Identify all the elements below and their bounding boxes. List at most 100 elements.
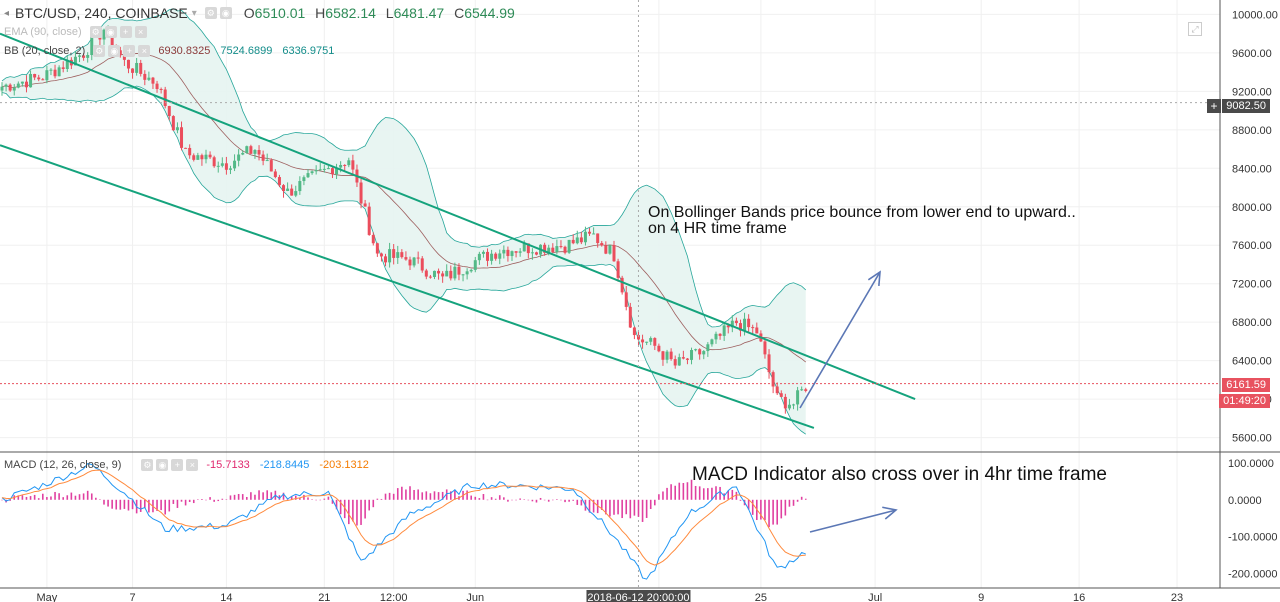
macd-hist-bar (588, 499, 591, 513)
candle-body (204, 154, 208, 160)
macd-hist-bar (188, 499, 191, 502)
macd-hist-bar (327, 496, 330, 500)
candle-body (722, 325, 726, 336)
candle-body (375, 243, 379, 254)
close-icon[interactable]: × (134, 26, 147, 38)
candle-body (265, 160, 269, 162)
candle-body (135, 62, 139, 73)
macd-hist-bar (335, 499, 338, 510)
symbol-legend: ◂ BTC/USD, 240, COINBASE ▾ ⚙ ◉ O6510.01 … (4, 5, 521, 21)
settings-icon[interactable]: ⚙ (141, 459, 154, 471)
candle-body (192, 155, 196, 160)
settings-icon[interactable]: ⚙ (93, 45, 106, 57)
time-tick-label: May (36, 592, 57, 602)
macd-hist-bar (592, 499, 595, 513)
candle-body (767, 354, 771, 373)
candle-body (551, 247, 555, 252)
candle-body (612, 245, 616, 262)
macd-hist-bar (209, 497, 211, 500)
add-icon[interactable]: + (119, 26, 132, 38)
candle-body (526, 243, 530, 254)
add-icon[interactable]: + (171, 459, 184, 471)
crosshair-plus-icon[interactable]: + (1207, 99, 1221, 113)
candle-body (792, 404, 796, 406)
candle-body (388, 249, 392, 263)
macd-hist-bar (515, 499, 517, 501)
candle-body (57, 67, 61, 77)
macd-line-value: -218.8445 (259, 459, 310, 471)
candle-body (751, 327, 755, 329)
macd-hist-bar (29, 496, 32, 500)
macd-tick-label: 0.0000 (1228, 495, 1262, 507)
dropdown-chevron-icon[interactable]: ▾ (191, 7, 197, 19)
bb-label[interactable]: BB (20, close, 2) (4, 45, 86, 57)
macd-hist-bar (364, 499, 366, 519)
macd-hist-bar (494, 498, 497, 500)
candle-body (224, 163, 228, 170)
macd-hist-bar (62, 497, 64, 500)
candle-body (677, 357, 681, 366)
candle-body (800, 389, 804, 391)
macd-hist-bar (576, 499, 579, 505)
macd-hist-bar (99, 499, 101, 500)
eye-icon[interactable]: ◉ (156, 459, 169, 471)
eye-icon[interactable]: ◉ (104, 26, 117, 38)
candle-body (432, 270, 436, 277)
eye-icon[interactable]: ◉ (108, 45, 121, 57)
eye-icon[interactable]: ◉ (219, 7, 232, 19)
close-icon[interactable]: × (138, 45, 151, 57)
candle-body (330, 168, 334, 175)
macd-hist-bar (119, 499, 122, 510)
candle-body (347, 160, 351, 166)
macd-hist-bar (217, 499, 220, 502)
macd-annotation[interactable]: MACD Indicator also cross over in 4hr ti… (692, 464, 1107, 485)
candle-body (620, 277, 624, 293)
macd-hist-bar (552, 499, 554, 501)
candle-body (65, 59, 69, 69)
bb-annotation-line2[interactable]: on 4 HR time frame (648, 220, 787, 237)
macd-hist-bar (560, 499, 562, 501)
symbol-title[interactable]: BTC/USD, 240, COINBASE (15, 5, 188, 21)
candle-body (245, 146, 249, 153)
close-icon[interactable]: × (186, 459, 199, 471)
macd-label[interactable]: MACD (12, 26, close, 9) (4, 459, 122, 471)
macd-hist-bar (58, 493, 60, 500)
macd-hist-bar (445, 489, 448, 500)
candle-body (143, 73, 147, 80)
macd-hist-bar (205, 499, 207, 501)
macd-hist-bar (168, 499, 171, 512)
candle-body (298, 181, 302, 192)
candle-body (437, 270, 441, 274)
candle-body (420, 258, 424, 271)
candle-body (151, 77, 155, 84)
bb-annotation-line1[interactable]: On Bollinger Bands price bounce from low… (648, 204, 1076, 221)
macd-hist-bar (433, 491, 436, 500)
macd-hist-bar (213, 499, 215, 502)
macd-hist-bar (568, 499, 570, 502)
candle-body (49, 69, 53, 71)
macd-hist-bar (519, 498, 521, 500)
price-tick-label: 6800.00 (1232, 317, 1272, 329)
add-icon[interactable]: + (123, 45, 136, 57)
macd-hist-bar (66, 495, 69, 500)
settings-icon[interactable]: ⚙ (204, 7, 217, 19)
candle-body (796, 390, 800, 405)
time-tick-label: Jun (466, 592, 484, 602)
macd-hist-bar (768, 499, 770, 528)
collapse-chevron-icon[interactable]: ◂ (4, 7, 10, 19)
macd-up-arrow-shaft (809, 509, 897, 533)
candle-body (335, 167, 339, 175)
settings-icon[interactable]: ⚙ (89, 26, 102, 38)
macd-hist-bar (9, 499, 11, 501)
candle-body (604, 245, 608, 254)
price-tick-label: 7200.00 (1232, 279, 1272, 291)
macd-hist-bar (600, 499, 603, 510)
macd-hist-bar (739, 499, 742, 501)
macd-hist-bar (658, 494, 660, 500)
candle-body (282, 185, 286, 191)
ema-label[interactable]: EMA (90, close) (4, 26, 82, 38)
maximize-icon[interactable]: ⤢ (1188, 22, 1202, 36)
candle-body (743, 318, 747, 331)
macd-hist-bar (164, 499, 166, 515)
